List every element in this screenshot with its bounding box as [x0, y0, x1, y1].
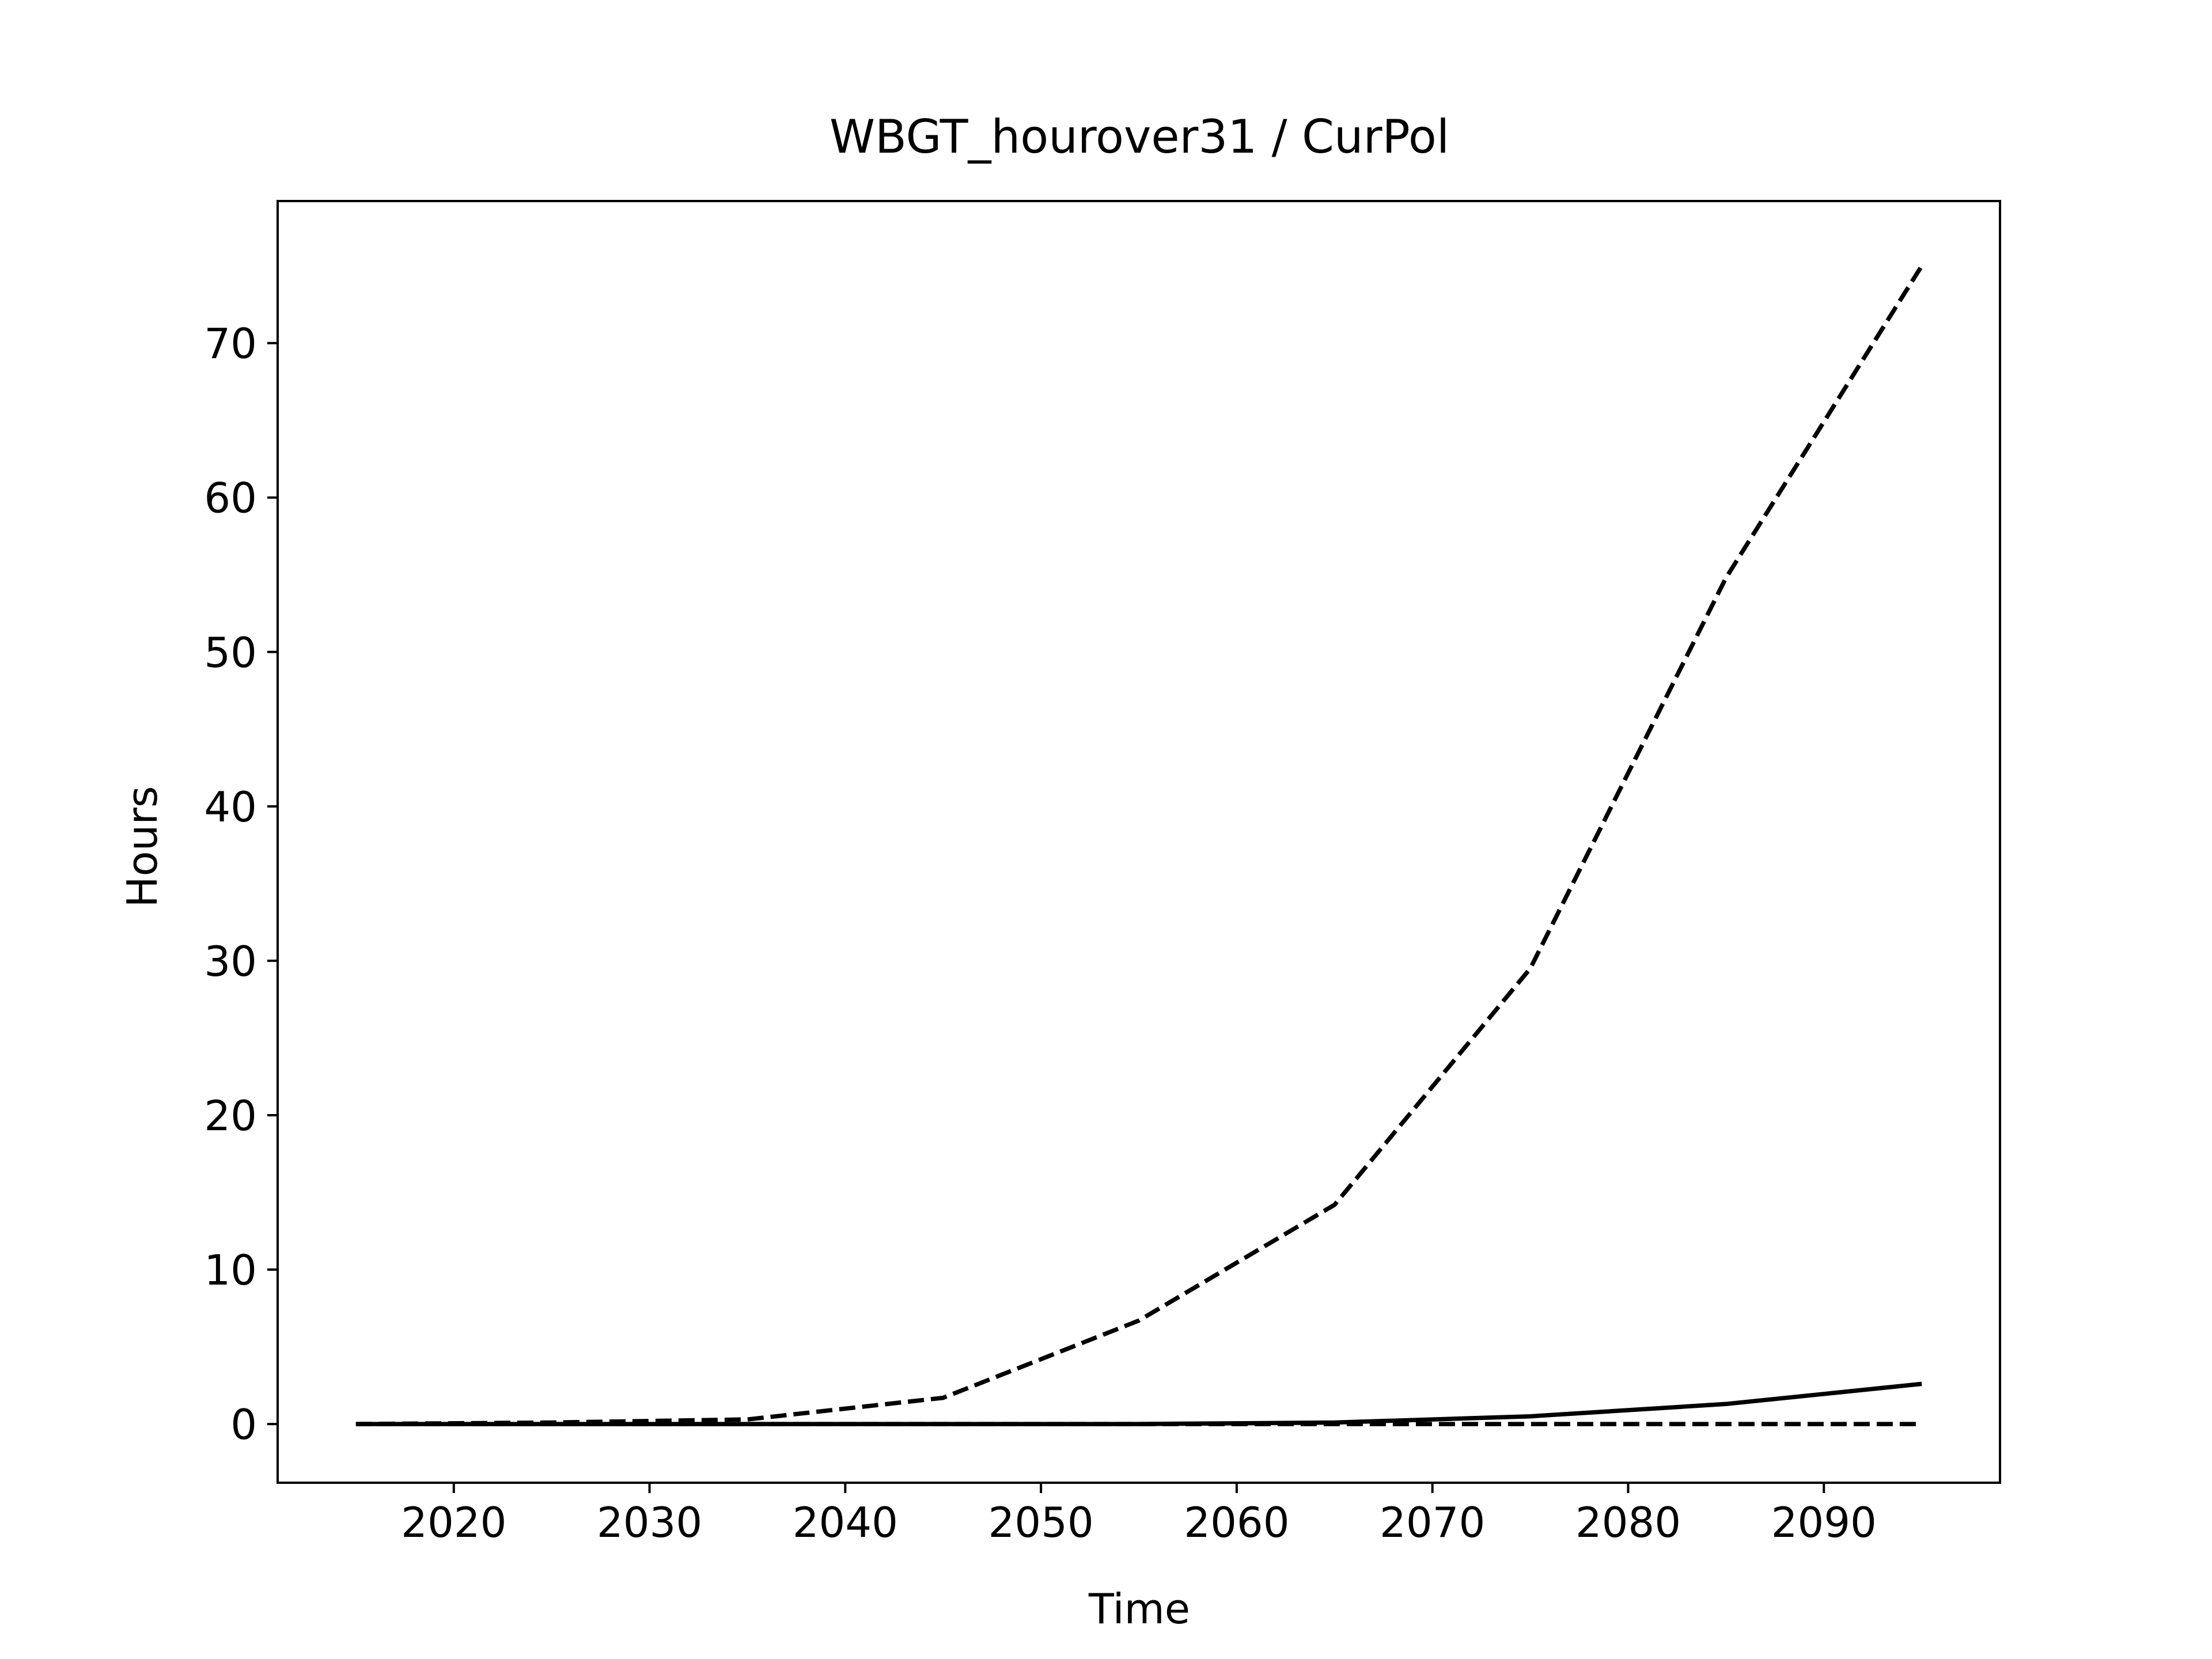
- x-tick-label-2020: 2020: [401, 1498, 506, 1547]
- chart-title: WBGT_hourover31 / CurPol: [830, 110, 1449, 164]
- y-tick-label-50: 50: [204, 628, 257, 677]
- y-tick-label-70: 70: [204, 320, 257, 368]
- x-tick-label-2040: 2040: [793, 1498, 898, 1547]
- y-tick-label-30: 30: [204, 937, 257, 986]
- x-tick-label-2080: 2080: [1575, 1498, 1681, 1547]
- y-tick-label-60: 60: [204, 474, 257, 522]
- y-tick-label-10: 10: [204, 1246, 257, 1294]
- y-tick-label-20: 20: [204, 1092, 257, 1140]
- x-tick-label-2050: 2050: [988, 1498, 1093, 1547]
- y-tick-label-40: 40: [204, 783, 257, 831]
- x-tick-label-2090: 2090: [1771, 1498, 1877, 1547]
- y-axis-label: Hours: [118, 786, 166, 908]
- series-line-1: [355, 264, 1924, 1426]
- x-axis-label: Time: [1088, 1585, 1190, 1633]
- plot-area: 2020 2030 2040 2050 2060 2070 2080 209001020304…: [204, 200, 2001, 1547]
- x-tick-label-2060: 2060: [1184, 1498, 1289, 1547]
- y-tick-label-0: 0: [230, 1400, 257, 1449]
- x-tick-label-2070: 2070: [1380, 1498, 1485, 1547]
- x-tick-label-2030: 2030: [597, 1498, 702, 1547]
- plot-frame: [276, 200, 2001, 1484]
